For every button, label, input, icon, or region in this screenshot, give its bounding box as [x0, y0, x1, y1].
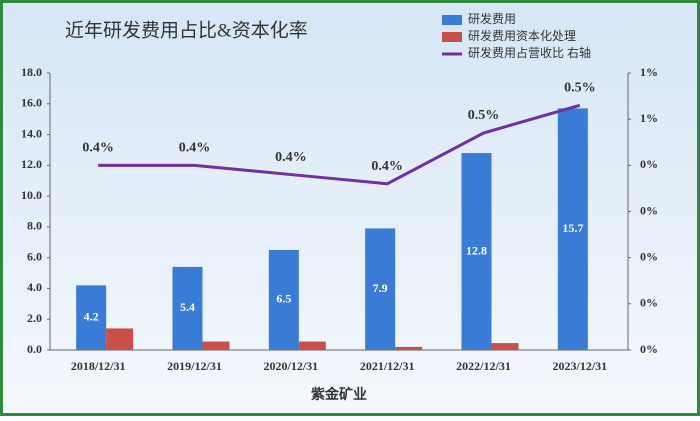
bar: [365, 228, 396, 350]
bar: [202, 341, 230, 350]
legend-label: 研发费用资本化处理: [468, 28, 576, 43]
y-tick-label: 8.0: [27, 219, 42, 233]
bar: [461, 153, 492, 350]
y2-tick-label: 0%: [640, 203, 658, 217]
bar: [557, 108, 588, 351]
y-tick-label: 12.0: [21, 157, 42, 171]
bar: [76, 285, 107, 350]
bar: [106, 328, 134, 350]
y-tick-label: 4.0: [27, 280, 42, 294]
y2-tick-label: 1%: [640, 65, 658, 79]
y-tick-label: 6.0: [27, 249, 42, 263]
y2-tick-label: 1%: [640, 111, 658, 125]
x-tick-label: 2018/12/31: [71, 359, 126, 373]
legend-label: 研发费用占营收比 右轴: [468, 45, 591, 60]
chart-title: 近年研发费用占比&资本化率: [65, 19, 308, 41]
y2-tick-label: 0%: [640, 157, 658, 171]
x-tick-label: 2019/12/31: [167, 359, 222, 373]
y2-tick-label: 0%: [640, 296, 658, 310]
line-label: 0.4%: [179, 141, 211, 156]
bar-label: 15.7: [562, 221, 583, 235]
y-tick-label: 2.0: [27, 311, 42, 325]
y-tick-label: 16.0: [21, 96, 42, 110]
y-tick-label: 0.0: [27, 342, 42, 356]
line-label: 0.4%: [275, 150, 307, 165]
bar-label: 6.5: [276, 292, 291, 306]
legend-label: 研发费用: [468, 11, 516, 26]
x-tick-label: 2021/12/31: [360, 359, 415, 373]
y2-tick-label: 0%: [640, 249, 658, 263]
bar: [172, 266, 203, 350]
y-tick-label: 18.0: [21, 65, 42, 79]
x-tick-label: 2022/12/31: [456, 359, 511, 373]
x-tick-label: 2020/12/31: [263, 359, 318, 373]
bar-label: 7.9: [373, 281, 388, 295]
line: [98, 103, 581, 186]
line-label: 0.5%: [468, 108, 500, 123]
bar-label: 12.8: [466, 243, 487, 257]
line-label: 0.4%: [82, 141, 114, 156]
line-label: 0.5%: [564, 81, 596, 96]
legend-swatch: [442, 32, 462, 42]
bar: [395, 346, 423, 350]
line-label: 0.4%: [371, 159, 403, 174]
bar-label: 4.2: [84, 309, 99, 323]
bar: [491, 343, 519, 350]
bar: [298, 341, 326, 350]
x-tick-label: 2023/12/31: [552, 359, 607, 373]
bar: [268, 249, 299, 350]
x-axis-label: 紫金矿业: [311, 386, 367, 403]
bar-label: 5.4: [180, 300, 195, 314]
y-tick-label: 14.0: [21, 126, 42, 140]
y-tick-label: 10.0: [21, 188, 42, 202]
legend-swatch: [442, 15, 462, 25]
y2-tick-label: 0%: [640, 342, 658, 356]
